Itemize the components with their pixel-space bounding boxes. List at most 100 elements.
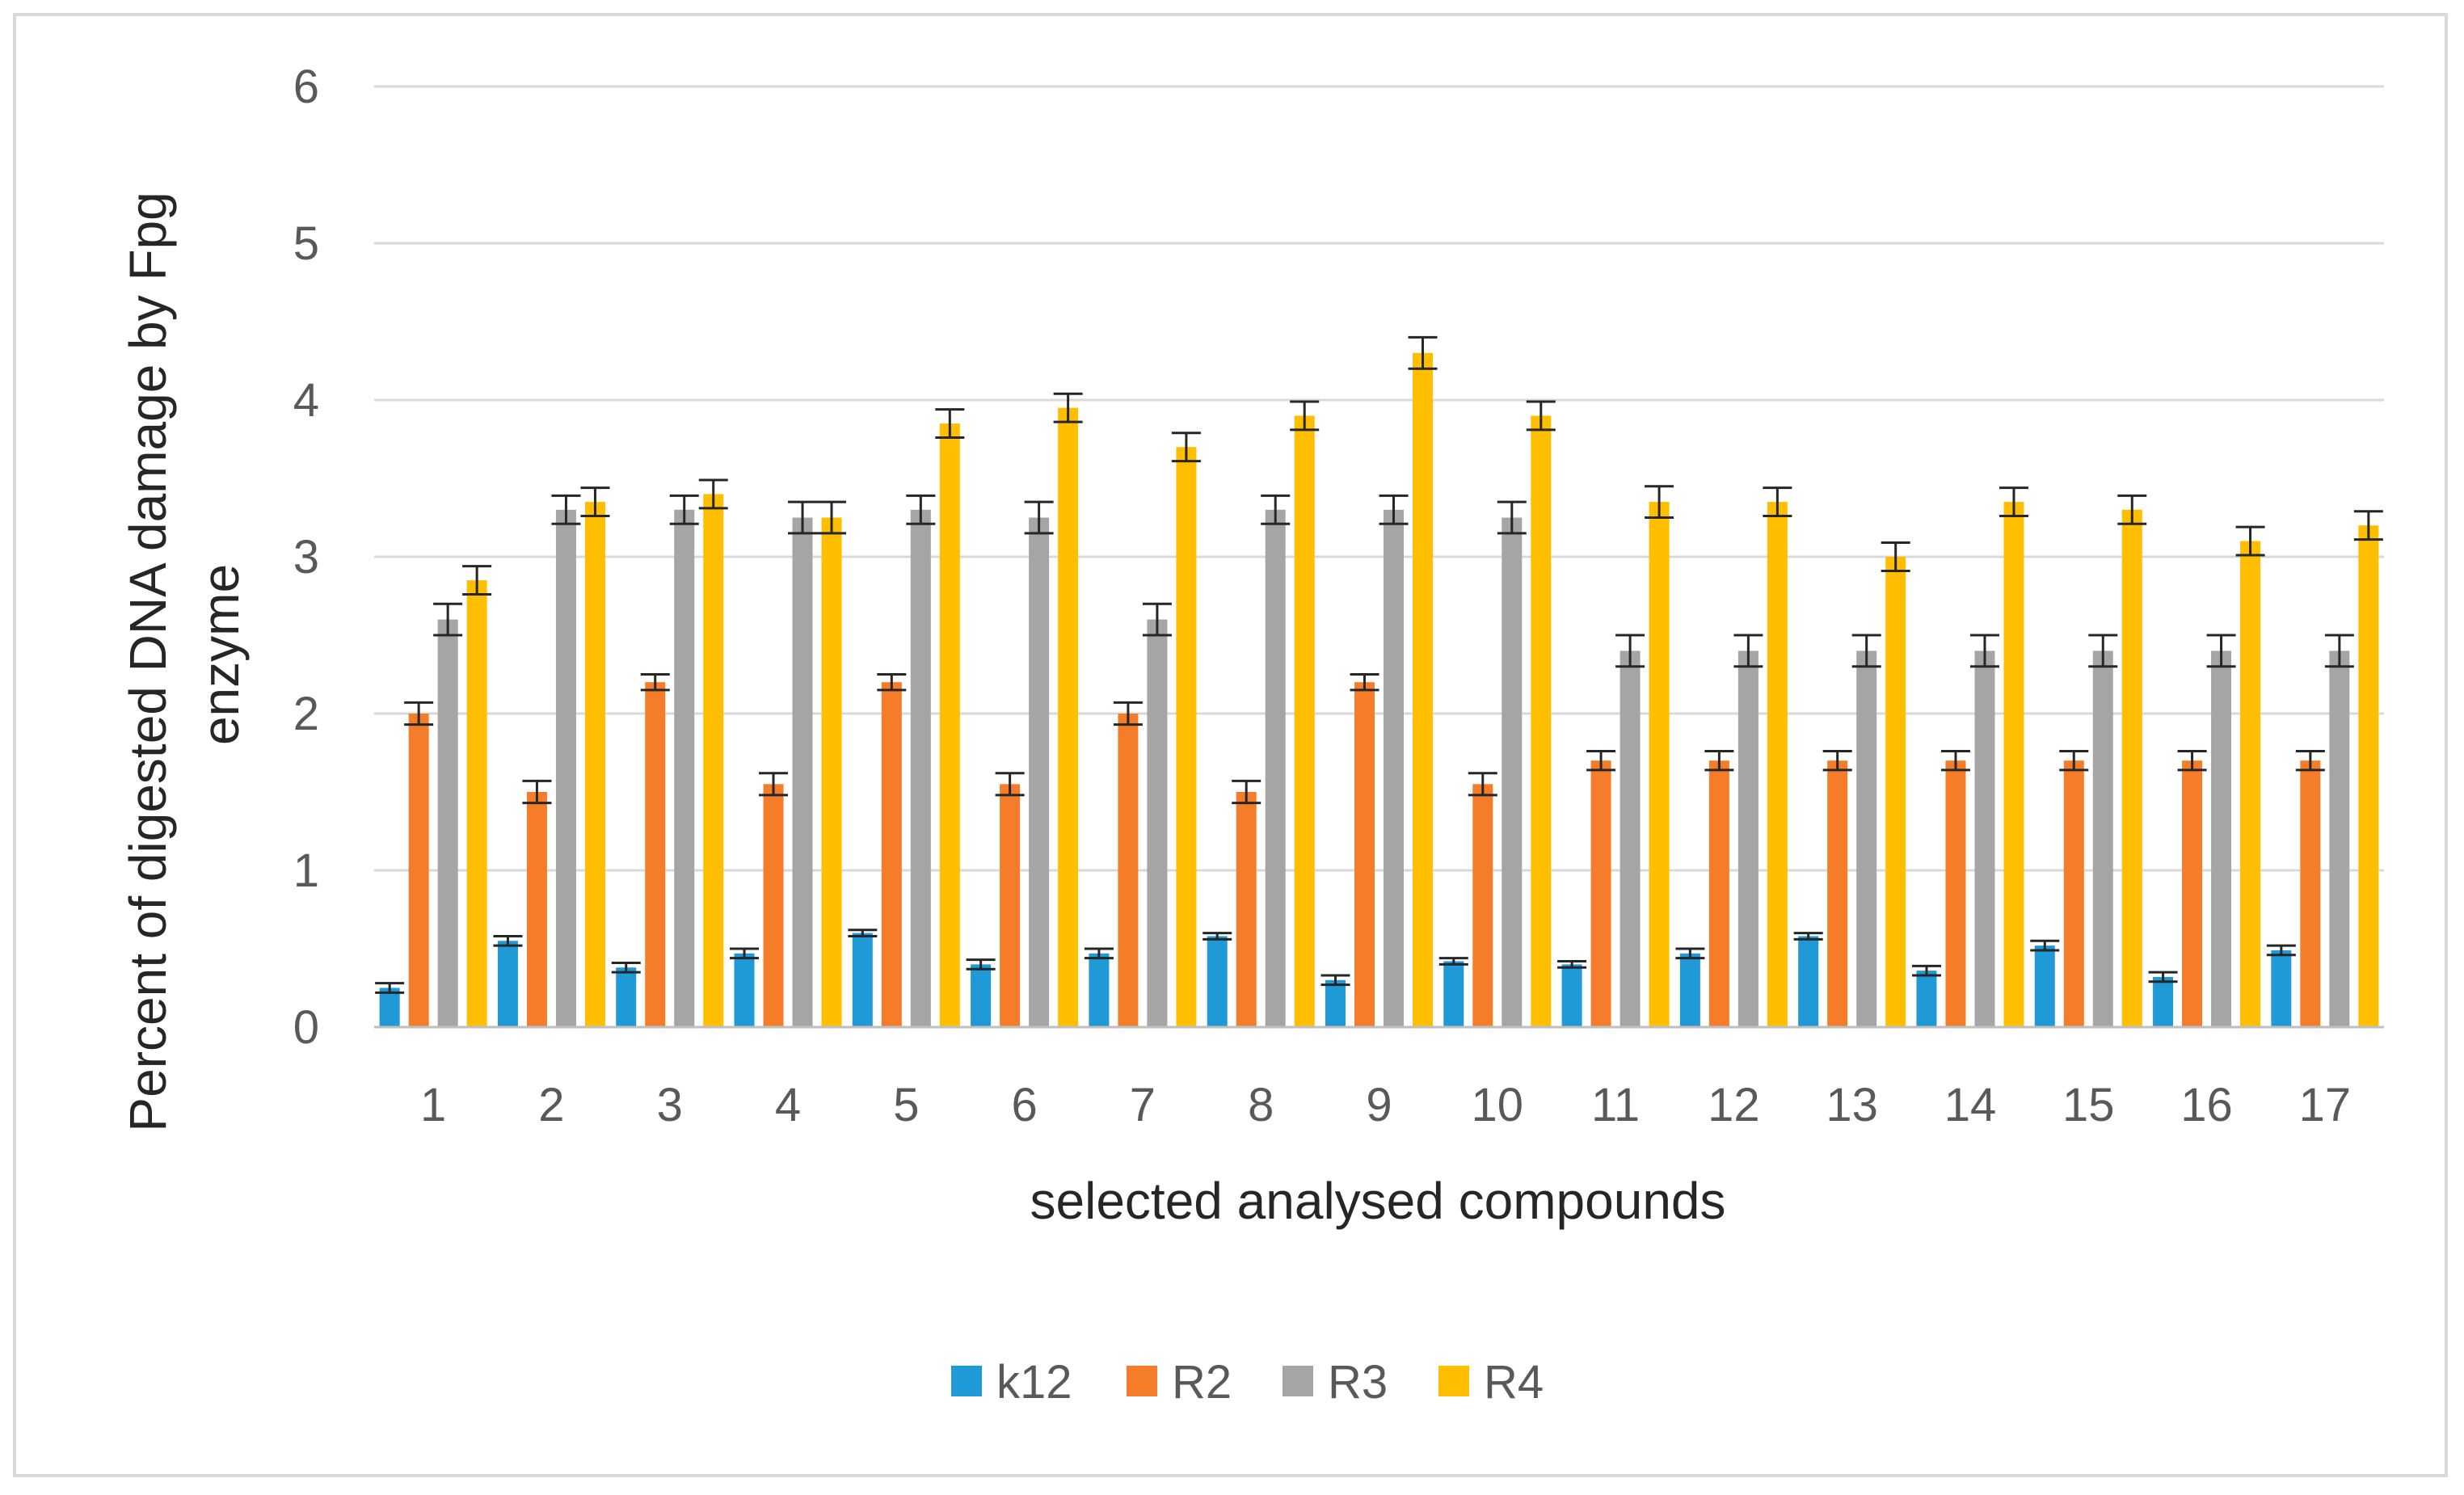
bar-R3-15 bbox=[2092, 651, 2113, 1027]
error-bar-k12-9 bbox=[1320, 974, 1350, 987]
error-bar-R3-14 bbox=[1969, 634, 1999, 668]
legend-swatch bbox=[951, 1366, 982, 1396]
x-tick-label: 5 bbox=[893, 1079, 919, 1131]
error-bar-R3-3 bbox=[669, 494, 699, 525]
error-bar-R2-13 bbox=[1822, 750, 1852, 772]
x-tick-label: 8 bbox=[1248, 1079, 1274, 1131]
error-bar-R4-3 bbox=[698, 478, 728, 510]
bar-R3-13 bbox=[1856, 651, 1877, 1027]
error-bar-R3-7 bbox=[1142, 602, 1172, 637]
error-bar-R4-14 bbox=[1999, 486, 2028, 518]
error-bar-R2-10 bbox=[1468, 772, 1497, 797]
error-bar-R2-17 bbox=[2295, 750, 2325, 772]
bar-R3-12 bbox=[1737, 651, 1758, 1027]
error-bar-R2-11 bbox=[1586, 750, 1616, 772]
bar-k12-10 bbox=[1443, 961, 1464, 1027]
bar-R4-15 bbox=[2121, 509, 2142, 1027]
error-bar-k12-3 bbox=[611, 961, 641, 974]
x-tick-label: 1 bbox=[420, 1079, 446, 1131]
y-tick-label: 3 bbox=[293, 531, 319, 583]
error-bar-R2-3 bbox=[640, 673, 670, 692]
error-bar-R2-1 bbox=[404, 701, 434, 726]
x-tick-label: 14 bbox=[1944, 1079, 1997, 1131]
bar-R4-8 bbox=[1294, 415, 1315, 1027]
bar-R3-8 bbox=[1265, 509, 1286, 1027]
y-axis-title-line-2: enzyme bbox=[192, 564, 250, 745]
bar-k12-6 bbox=[971, 964, 992, 1027]
bar-R2-11 bbox=[1590, 760, 1611, 1027]
error-bar-R4-12 bbox=[1763, 486, 1792, 518]
error-bar-k12-15 bbox=[2030, 939, 2060, 952]
error-bar-R2-6 bbox=[995, 772, 1025, 797]
legend-item-R4: R4 bbox=[1438, 1356, 1544, 1409]
error-bar-R4-17 bbox=[2353, 510, 2383, 541]
error-bar-R2-4 bbox=[759, 772, 789, 797]
error-bar-R3-17 bbox=[2324, 634, 2354, 668]
error-bar-R4-9 bbox=[1408, 335, 1438, 370]
bar-k12-1 bbox=[379, 988, 400, 1027]
bar-R4-7 bbox=[1176, 447, 1197, 1027]
error-bar-k12-4 bbox=[730, 947, 760, 960]
bar-R4-2 bbox=[584, 502, 605, 1027]
error-bar-R4-15 bbox=[2117, 494, 2147, 525]
error-bar-R3-12 bbox=[1733, 634, 1763, 668]
bars bbox=[379, 352, 2379, 1027]
bar-R3-17 bbox=[2329, 651, 2350, 1027]
bar-k12-2 bbox=[497, 941, 518, 1027]
y-axis-title-line-1: Percent of digested DNA damage by Fpg bbox=[119, 192, 177, 1131]
x-axis-ticks: 1 2 3 4 5 6 7 8 9 10 11 12 13 14 15 16 17 bbox=[420, 1079, 2351, 1131]
bar-R2-5 bbox=[881, 682, 902, 1027]
bar-R2-17 bbox=[2300, 760, 2321, 1027]
bar-R2-4 bbox=[763, 784, 784, 1027]
bar-k12-7 bbox=[1089, 953, 1110, 1027]
error-bar-R3-4 bbox=[788, 500, 818, 535]
error-bar-R4-1 bbox=[462, 565, 492, 596]
error-bar-R4-4 bbox=[817, 500, 847, 535]
bar-k12-3 bbox=[616, 967, 637, 1027]
bar-R2-7 bbox=[1118, 714, 1139, 1027]
bar-k12-9 bbox=[1325, 979, 1346, 1027]
bar-R3-6 bbox=[1029, 517, 1050, 1027]
legend-item-R3: R3 bbox=[1283, 1356, 1388, 1409]
error-bars bbox=[375, 335, 2383, 994]
bar-R4-4 bbox=[821, 517, 842, 1027]
bar-R2-16 bbox=[2182, 760, 2203, 1027]
bar-R3-4 bbox=[792, 517, 813, 1027]
bar-k12-15 bbox=[2034, 945, 2055, 1027]
x-tick-label: 6 bbox=[1011, 1079, 1037, 1131]
legend-item-R2: R2 bbox=[1127, 1356, 1232, 1409]
bar-R4-10 bbox=[1531, 415, 1552, 1027]
bar-R4-17 bbox=[2358, 525, 2379, 1027]
error-bar-R3-10 bbox=[1497, 500, 1527, 535]
bar-k12-4 bbox=[734, 953, 755, 1027]
y-tick-label: 0 bbox=[293, 1001, 319, 1054]
x-tick-label: 3 bbox=[657, 1079, 683, 1131]
y-tick-label: 2 bbox=[293, 688, 319, 740]
bar-R3-2 bbox=[555, 509, 576, 1027]
error-bar-k12-10 bbox=[1438, 957, 1468, 966]
bar-R4-13 bbox=[1885, 557, 1906, 1027]
error-bar-R2-12 bbox=[1704, 750, 1734, 772]
error-bar-R2-2 bbox=[522, 779, 552, 805]
bar-R3-14 bbox=[1974, 651, 1995, 1027]
error-bar-k12-12 bbox=[1675, 947, 1705, 960]
error-bar-R4-2 bbox=[580, 486, 610, 518]
x-tick-label: 15 bbox=[2062, 1079, 2115, 1131]
bar-k12-5 bbox=[852, 933, 873, 1027]
error-bar-k12-13 bbox=[1793, 932, 1823, 941]
legend-label: k12 bbox=[996, 1356, 1072, 1409]
bar-R2-9 bbox=[1354, 682, 1375, 1027]
y-tick-label: 4 bbox=[293, 374, 319, 427]
bar-R4-9 bbox=[1413, 352, 1433, 1027]
error-bar-R4-5 bbox=[935, 408, 965, 440]
legend-item-k12: k12 bbox=[951, 1356, 1072, 1409]
error-bar-R4-6 bbox=[1053, 392, 1083, 423]
legend-swatch bbox=[1127, 1366, 1157, 1396]
bar-R3-7 bbox=[1147, 619, 1168, 1027]
bar-R2-1 bbox=[408, 714, 429, 1027]
error-bar-R3-9 bbox=[1379, 494, 1409, 525]
bar-k12-12 bbox=[1679, 953, 1700, 1027]
bar-R2-3 bbox=[645, 682, 666, 1027]
error-bar-R3-2 bbox=[551, 494, 581, 525]
bar-R3-11 bbox=[1620, 651, 1641, 1027]
